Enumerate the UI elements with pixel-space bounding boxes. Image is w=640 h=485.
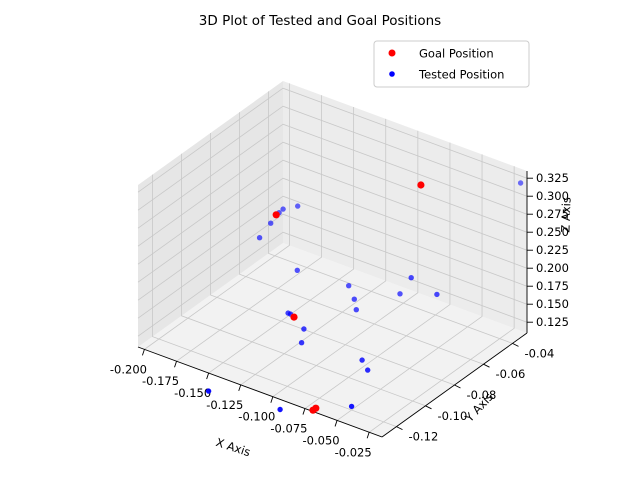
- x-axis-label: X Axis: [214, 435, 252, 459]
- x-tick-label: -0.175: [142, 374, 179, 388]
- point-tested-position: [277, 406, 283, 413]
- point-goal-position: [417, 181, 425, 189]
- z-tick-label: 0.275: [536, 207, 569, 221]
- grid-line-z: [137, 159, 528, 265]
- axis-panes: [138, 81, 527, 437]
- point-tested-position: [256, 235, 263, 241]
- point-tested-position: [408, 275, 414, 281]
- z-tick-label: 0.175: [536, 279, 569, 293]
- chart-title: 3D Plot of Tested and Goal Positions: [199, 13, 441, 29]
- grid-line-x: [144, 83, 290, 350]
- point-tested-position: [517, 180, 524, 186]
- grid-line-y: [152, 174, 397, 427]
- point-goal-position: [312, 404, 320, 412]
- y-tick-label: -0.06: [496, 367, 526, 381]
- grid-line-z: [137, 213, 528, 319]
- z-tick-label: 0.250: [536, 225, 569, 239]
- x-tick-label: -0.125: [206, 398, 243, 412]
- grid-line-z: [137, 105, 528, 211]
- axis-ticks: -0.200-0.175-0.150-0.125-0.100-0.075-0.0…: [110, 171, 569, 459]
- legend-label-tested-position: Tested Position: [418, 68, 504, 82]
- point-tested-position: [397, 291, 403, 297]
- z-tick-label: 0.150: [536, 297, 569, 311]
- x-tick-mark: [270, 396, 274, 403]
- grid-line-z: [137, 231, 528, 337]
- x-tick-label: -0.100: [238, 410, 275, 424]
- grid-line-z: [137, 195, 528, 301]
- grid-line-y: [181, 153, 426, 407]
- x-tick-mark: [334, 420, 338, 427]
- point-tested-position: [348, 403, 355, 410]
- grid-line-y: [268, 91, 513, 344]
- y-tick-label: -0.12: [409, 430, 439, 444]
- point-tested-position: [346, 283, 352, 289]
- grid-line-x: [176, 95, 322, 362]
- x-tick-mark: [366, 432, 370, 439]
- point-goal-position: [290, 313, 298, 321]
- x-tick-label: -0.075: [270, 422, 307, 436]
- z-tick-label: 0.325: [536, 171, 569, 185]
- point-tested-position: [434, 291, 440, 298]
- z-tick-label: 0.300: [536, 189, 569, 203]
- data-points: [205, 180, 524, 414]
- legend: Goal Position Tested Position: [373, 40, 530, 88]
- point-goal-position: [272, 211, 280, 219]
- z-tick-label: 0.225: [536, 243, 569, 257]
- grid-line-y: [210, 133, 455, 386]
- point-tested-position: [268, 220, 274, 226]
- grid-line-x: [240, 118, 387, 386]
- point-tested-position: [359, 357, 365, 363]
- point-tested-position: [280, 206, 286, 212]
- grid-line-z: [137, 141, 528, 247]
- x-tick-label: -0.200: [110, 362, 147, 376]
- point-tested-position: [301, 326, 307, 332]
- x-tick-mark: [141, 349, 145, 356]
- x-tick-mark: [206, 372, 210, 380]
- grid-lines: [137, 83, 528, 433]
- grid-line-x: [368, 166, 515, 433]
- legend-frame: [373, 40, 530, 88]
- point-tested-position: [298, 340, 305, 346]
- y-tick-mark: [425, 405, 432, 410]
- grid-line-x: [208, 107, 355, 374]
- grid-line-x: [336, 154, 483, 421]
- legend-marker-goal-position: [388, 49, 396, 57]
- y-tick-mark: [454, 384, 461, 389]
- y-tick-mark: [512, 342, 519, 347]
- x-tick-mark: [174, 361, 177, 368]
- y-tick-label: -0.08: [467, 388, 497, 402]
- x-tick-label: -0.150: [174, 386, 211, 400]
- grid-line-z: [137, 123, 528, 229]
- point-tested-position: [351, 296, 357, 302]
- x-axis-line: [137, 346, 383, 438]
- x-tick-mark: [238, 384, 242, 392]
- legend-label-goal-position: Goal Position: [419, 47, 494, 61]
- point-tested-position: [285, 310, 291, 316]
- point-tested-position: [294, 267, 300, 273]
- legend-marker-tested-position: [389, 71, 395, 77]
- point-tested-position: [365, 367, 371, 373]
- y-tick-label: -0.04: [525, 346, 555, 360]
- grid-line-z: [137, 177, 528, 283]
- z-tick-label: 0.200: [536, 261, 569, 275]
- grid-line-y: [239, 112, 484, 365]
- x-tick-label: -0.025: [335, 445, 372, 459]
- point-tested-position: [295, 203, 301, 209]
- grid-line-z: [137, 87, 528, 193]
- point-tested-position: [353, 307, 359, 313]
- grid-line-x: [304, 142, 451, 409]
- y-tick-mark: [483, 363, 490, 368]
- z-axis-label: Z Axis: [558, 197, 573, 233]
- point-tested-position: [205, 388, 212, 394]
- z-tick-label: 0.125: [536, 315, 569, 329]
- x-tick-label: -0.050: [303, 433, 340, 447]
- y-tick-label: -0.10: [438, 409, 468, 423]
- back-pane: [283, 81, 527, 333]
- y-tick-mark: [396, 426, 403, 431]
- x-tick-mark: [302, 408, 306, 415]
